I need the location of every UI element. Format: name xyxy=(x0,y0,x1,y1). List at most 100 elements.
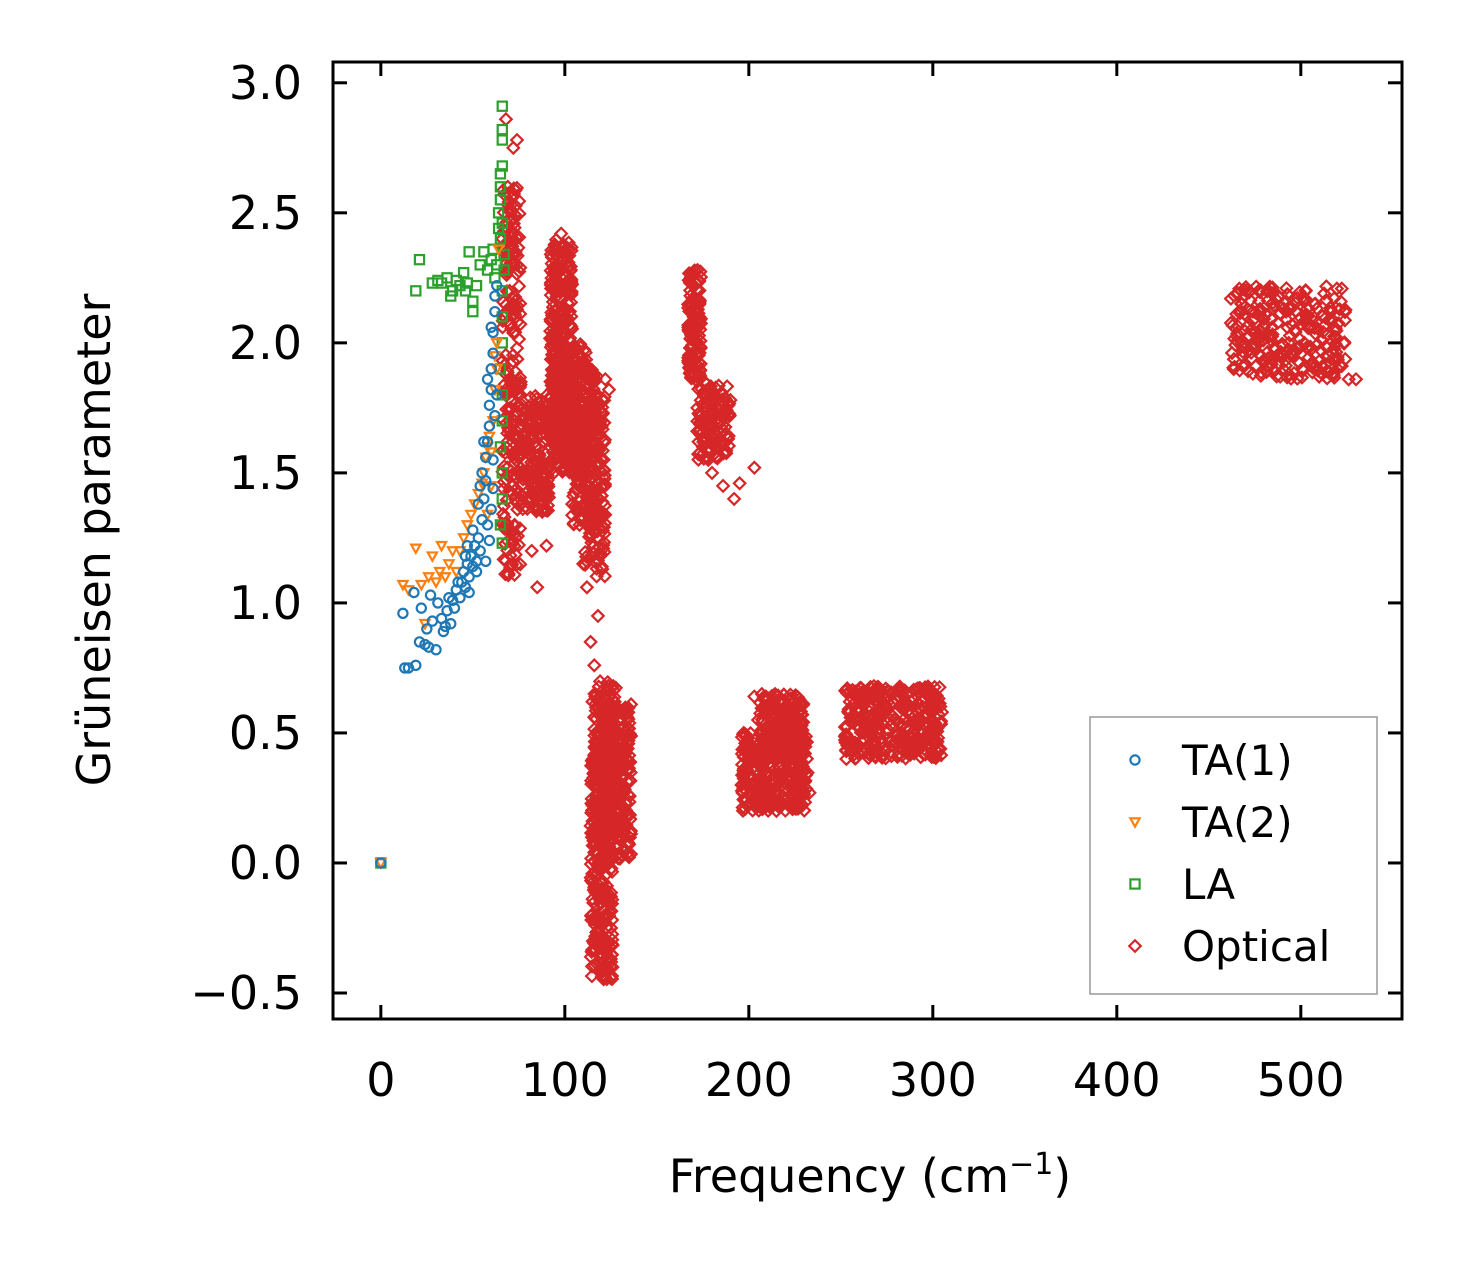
data-point xyxy=(489,409,501,422)
data-point xyxy=(499,267,514,283)
data-point xyxy=(843,710,858,725)
data-point xyxy=(616,777,631,793)
data-point xyxy=(880,722,896,737)
data-point xyxy=(1253,365,1269,380)
data-point xyxy=(596,393,612,408)
data-point xyxy=(586,658,602,673)
data-point xyxy=(714,438,729,453)
data-point xyxy=(512,521,528,536)
data-point xyxy=(499,284,515,299)
data-point xyxy=(467,295,479,307)
data-point xyxy=(496,311,508,323)
data-point xyxy=(600,678,616,694)
data-point xyxy=(585,694,600,710)
data-point xyxy=(1327,336,1343,352)
data-point xyxy=(504,557,520,572)
data-point xyxy=(598,920,614,935)
data-point xyxy=(496,467,508,479)
data-point xyxy=(701,452,716,468)
data-point xyxy=(742,737,757,753)
data-point xyxy=(776,733,791,749)
data-point xyxy=(557,300,573,316)
y-tick-label: 3.0 xyxy=(229,56,302,110)
data-point xyxy=(429,577,443,589)
data-point xyxy=(715,478,731,494)
data-point xyxy=(919,716,935,731)
data-point xyxy=(563,343,579,359)
data-point xyxy=(607,694,622,710)
data-point xyxy=(795,772,811,788)
data-point xyxy=(491,389,503,401)
data-point xyxy=(900,703,916,719)
data-point xyxy=(609,746,624,762)
data-point xyxy=(754,722,769,738)
data-point xyxy=(893,683,909,699)
data-point xyxy=(763,749,779,765)
data-point xyxy=(722,408,738,423)
data-point xyxy=(925,699,941,715)
data-point xyxy=(472,532,485,544)
data-point xyxy=(789,689,804,704)
data-point xyxy=(496,160,508,172)
axis-ticks xyxy=(333,62,1402,1019)
data-point xyxy=(621,728,637,744)
data-point xyxy=(1321,348,1336,364)
data-point xyxy=(880,695,895,710)
data-point xyxy=(496,389,508,401)
data-point xyxy=(503,557,518,572)
data-point xyxy=(890,683,906,698)
legend-marker xyxy=(1127,938,1143,954)
data-point xyxy=(513,374,528,390)
data-point xyxy=(594,418,609,434)
data-point xyxy=(776,750,792,766)
data-point xyxy=(861,686,876,702)
data-point xyxy=(838,727,854,742)
data-point xyxy=(598,371,613,387)
data-point xyxy=(762,729,778,745)
data-point xyxy=(414,579,428,592)
data-point xyxy=(570,367,585,383)
data-point xyxy=(712,413,728,428)
data-point xyxy=(930,734,945,749)
data-point xyxy=(467,524,479,536)
data-point xyxy=(1298,291,1314,307)
data-point xyxy=(747,689,762,704)
data-point xyxy=(590,553,606,568)
data-point xyxy=(578,457,593,472)
data-point xyxy=(496,134,508,146)
data-point xyxy=(1331,315,1346,331)
data-point xyxy=(375,857,387,869)
data-point xyxy=(702,421,717,437)
data-point xyxy=(1240,330,1255,346)
data-point xyxy=(1294,370,1310,385)
data-point xyxy=(734,777,749,793)
data-point xyxy=(586,845,602,860)
data-point xyxy=(1271,288,1287,304)
data-point xyxy=(594,964,609,980)
data-point xyxy=(602,893,617,909)
y-tick-label: 0.5 xyxy=(229,706,302,760)
data-point xyxy=(399,662,411,674)
data-point xyxy=(565,393,580,408)
data-point xyxy=(1279,280,1294,296)
data-point xyxy=(425,551,439,563)
data-point xyxy=(549,242,565,257)
x-tick-labels: 0 100 200 300 400 500 xyxy=(366,1053,1345,1107)
data-point xyxy=(851,746,867,762)
data-point xyxy=(526,469,542,484)
data-point xyxy=(686,309,701,325)
data-point xyxy=(593,413,609,429)
data-point xyxy=(616,720,632,736)
data-point xyxy=(597,432,613,448)
data-point xyxy=(485,321,497,333)
data-point xyxy=(682,275,698,291)
data-point xyxy=(585,391,601,407)
data-point xyxy=(589,368,605,384)
data-point xyxy=(778,764,793,780)
data-point xyxy=(929,718,944,734)
data-point xyxy=(549,277,564,293)
data-point xyxy=(421,623,433,635)
data-point xyxy=(708,434,724,449)
data-point xyxy=(1256,352,1271,368)
data-point xyxy=(726,491,742,507)
